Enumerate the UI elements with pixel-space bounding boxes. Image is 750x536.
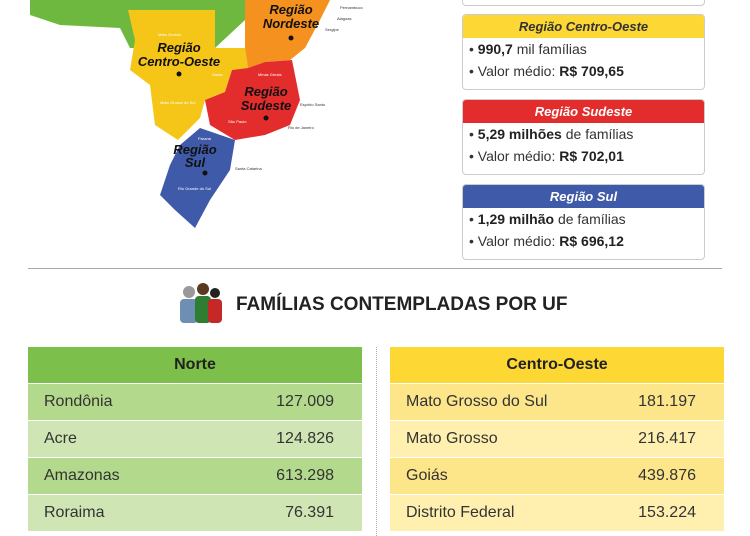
cell-value: 613.298 [276,467,334,484]
cell-value: 181.197 [638,393,696,410]
region-label: Região Sudeste [241,84,292,113]
table-row: Goiás 439.876 [390,457,724,494]
table-row: Amazonas 613.298 [28,457,362,494]
state-label: Mato Grosso [158,32,182,37]
box-title: Região Sudeste [463,100,704,123]
table: Norte Rondônia 127.009 Acre 124.826 Amazonas… [28,347,362,531]
info-box: Região Sudeste • 5,29 milhões de família… [462,99,705,175]
table-title: Norte [28,347,362,383]
box-item: • Valor médio: R$ 709,65 [469,63,624,79]
box-item: • 1,29 milhão de famílias [469,211,626,227]
cell-value: 439.876 [638,467,696,484]
info-box [462,0,705,6]
cell-state: Distrito Federal [406,504,515,521]
state-label: São Paulo [228,119,247,124]
state-label: Goiás [212,72,222,77]
state-label: Espírito Santo [300,102,326,107]
state-label: Santa Catarina [235,166,262,171]
table-row: Mato Grosso do Sul 181.197 [390,383,724,420]
table-row: Acre 124.826 [28,420,362,457]
cell-state: Acre [44,430,77,447]
south-region [160,128,235,228]
cell-state: Goiás [406,467,448,484]
region-label: Região Sul [173,142,216,170]
state-label: Rio de Janeiro [288,125,315,130]
cell-value: 153.224 [638,504,696,521]
box-title: Região Centro-Oeste [463,15,704,38]
region-label: Região Centro-Oeste [138,40,220,69]
cell-value: 124.826 [276,430,334,447]
box-item: • 990,7 mil famílias [469,41,587,57]
state-label: Alagoas [337,16,351,21]
table: Centro-Oeste Mato Grosso do Sul 181.197 Ma… [390,347,724,531]
northeast-region [245,0,330,68]
cell-value: 216.417 [638,430,696,447]
box-item: • Valor médio: R$ 696,12 [469,233,624,249]
info-box: Região Sul • 1,29 milhão de famílias • V… [462,184,705,260]
divider [28,268,722,269]
table-row: Roraima 76.391 [28,494,362,531]
heading: FAMÍLIAS CONTEMPLADAS POR UF [236,294,568,315]
state-label: Pernambuco [340,5,363,10]
region-labels: Região Nordeste Região Centro-Oeste Região… [138,2,319,170]
state-labels: Mato Grosso Goiás Mato Grosso do Sul Min… [158,5,363,191]
capital-dots [176,35,294,176]
map: Mato Grosso Goiás Mato Grosso do Sul Min… [30,0,363,228]
box-item: • Valor médio: R$ 702,01 [469,148,624,164]
state-label: Minas Gerais [258,72,282,77]
table-row: Mato Grosso 216.417 [390,420,724,457]
state-label: Sergipe [325,27,340,32]
cell-state: Rondônia [44,393,113,410]
cell-value: 127.009 [276,393,334,410]
state-label: Mato Grosso do Sul [160,100,195,105]
box-item: • 5,29 milhões de famílias [469,126,634,142]
table-row: Distrito Federal 153.224 [390,494,724,531]
box-title: Região Sul [463,185,704,208]
southeast-region [205,60,300,140]
cell-value: 76.391 [285,504,334,521]
cell-state: Mato Grosso do Sul [406,393,548,410]
cell-state: Amazonas [44,467,120,484]
info-box: Região Centro-Oeste • 990,7 mil famílias… [462,14,705,90]
table-row: Rondônia 127.009 [28,383,362,420]
state-label: Paraná [198,136,212,141]
region-label: Região Nordeste [263,2,319,31]
separator [376,347,377,536]
state-label: Rio Grande do Sul [178,186,211,191]
cell-state: Mato Grosso [406,430,498,447]
center-west-region [128,10,248,140]
families-icon [180,283,222,323]
cell-state: Roraima [44,504,105,521]
table-title: Centro-Oeste [390,347,724,383]
